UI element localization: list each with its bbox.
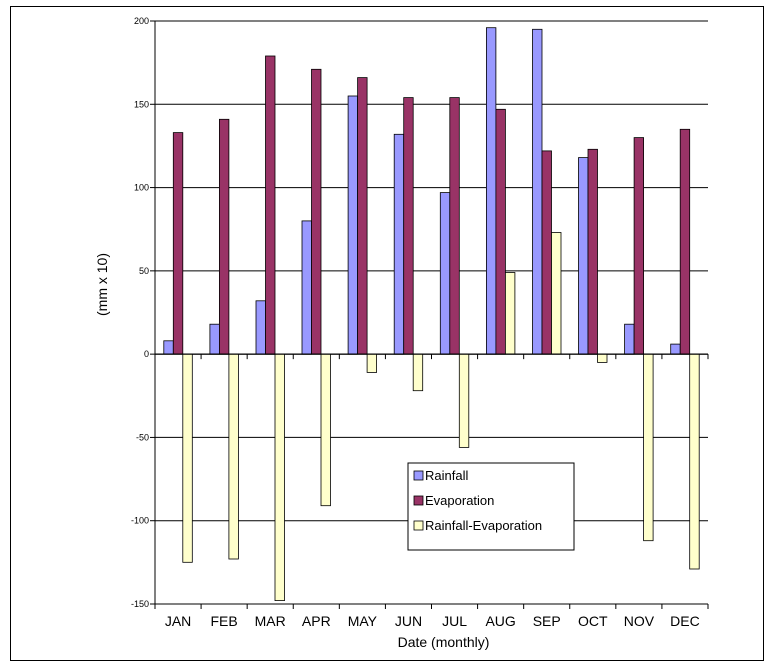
bar-rainfall-evaporation-nov [643, 353, 654, 542]
y-tick-label: -50 [136, 432, 149, 442]
y-tick-label: 200 [134, 16, 149, 26]
y-tick-label: -150 [131, 599, 149, 609]
bar-rainfall-evaporation-jan [182, 353, 193, 563]
x-tick-label: SEP [533, 613, 561, 629]
bar-rainfall-evaporation-mar [274, 353, 285, 602]
bar-rainfall-sep [532, 28, 543, 355]
x-tick-label: OCT [578, 613, 608, 629]
bar-rainfall-evaporation-jun [412, 353, 424, 392]
x-tick-label: JUN [395, 613, 422, 629]
bar-evaporation-mar [265, 55, 276, 355]
bar-evaporation-aug [495, 108, 506, 355]
bar-evaporation-jun [403, 97, 414, 355]
bar-rainfall-jan [163, 340, 174, 355]
bar-rainfall-aug [485, 27, 497, 355]
bar-rainfall-oct [578, 157, 589, 355]
bar-rainfall-evaporation-apr [320, 353, 331, 507]
bar-rainfall-evaporation-aug [504, 272, 516, 355]
legend-label: Rainfall [425, 468, 468, 483]
legend-box [407, 462, 575, 551]
y-tick-label: 150 [134, 99, 149, 109]
y-tick-label: 0 [144, 349, 149, 359]
x-tick-label: JAN [165, 613, 191, 629]
legend-label: Evaporation [425, 493, 494, 508]
bar-evaporation-dec [679, 128, 691, 355]
bar-rainfall-evaporation-may [366, 353, 378, 373]
y-axis-title: (mm x 10) [94, 253, 110, 316]
y-tick-label: -100 [131, 516, 149, 526]
bar-evaporation-sep [541, 150, 552, 355]
x-axis-title: Date (monthly) [398, 634, 490, 650]
bar-rainfall-evaporation-jul [458, 353, 470, 448]
legend-swatch-evaporation [413, 495, 424, 506]
bar-evaporation-oct [587, 148, 598, 355]
bar-evaporation-nov [633, 137, 644, 355]
bar-rainfall-evaporation-feb [228, 353, 239, 560]
bar-rainfall-dec [670, 343, 681, 355]
bar-rainfall-nov [624, 323, 635, 355]
bar-rainfall-apr [301, 220, 312, 355]
bar-evaporation-apr [311, 68, 322, 355]
chart-svg: 200 150 100 50 0 -50 -100 -150 JAN FEB MAR APR MAY JU… [94, 16, 709, 650]
bar-rainfall-feb [209, 323, 220, 355]
bar-rainfall-evaporation-oct [597, 353, 608, 363]
bar-rainfall-mar [255, 300, 266, 355]
bar-evaporation-jan [172, 132, 184, 355]
x-tick-label: NOV [624, 613, 655, 629]
bar-rainfall-evaporation-dec [689, 353, 700, 570]
y-tick-label: 50 [139, 266, 149, 276]
x-tick-label: MAR [255, 613, 286, 629]
bar-evaporation-may [357, 77, 368, 355]
bar-rainfall-jun [393, 133, 405, 355]
x-tick-label: FEB [211, 613, 238, 629]
x-tick-label: AUG [485, 613, 515, 629]
x-tick-label: APR [302, 613, 331, 629]
y-tick-label: 100 [134, 183, 149, 193]
bar-rainfall-evaporation-sep [551, 232, 562, 355]
x-tick-label: MAY [348, 613, 378, 629]
bar-evaporation-jul [449, 97, 460, 355]
legend-label: Rainfall-Evaporation [425, 518, 542, 533]
legend-swatch-rainfall-evaporation [413, 520, 424, 531]
x-tick-label: DEC [670, 613, 700, 629]
x-tick-label: JUL [442, 613, 467, 629]
bar-evaporation-feb [218, 118, 230, 355]
bar-rainfall-jul [439, 192, 451, 355]
legend-swatch-rainfall [413, 470, 424, 481]
bar-rainfall-may [347, 95, 359, 355]
chart-frame: 200 150 100 50 0 -50 -100 -150 JAN FEB MAR APR MAY JU… [10, 6, 764, 661]
